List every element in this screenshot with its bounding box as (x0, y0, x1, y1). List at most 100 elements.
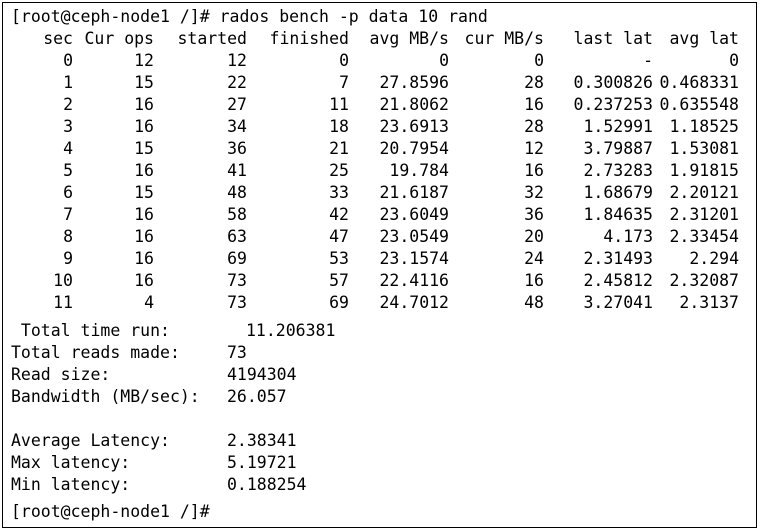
cell-cur-ops: 15 (134, 139, 154, 158)
cell-cur-mbs: 28 (524, 73, 544, 92)
summary-value: 73 (227, 343, 247, 362)
cell-avg-mbs: 19.784 (389, 161, 449, 180)
final-prompt: [root@ceph-node1 /]# (11, 502, 210, 521)
cell-avg-mbs: 0 (439, 51, 449, 70)
cell-started: 63 (227, 227, 247, 246)
header-started: started (177, 29, 247, 48)
cell-cur-mbs: 32 (524, 183, 544, 202)
cell-cur-ops: 16 (134, 95, 154, 114)
cell-finished: 57 (329, 271, 349, 290)
cell-cur-mbs: 28 (524, 117, 544, 136)
cell-avg-lat: 0.635548 (659, 95, 739, 114)
cell-started: 69 (227, 249, 247, 268)
cell-cur-mbs: 36 (524, 205, 544, 224)
cell-finished: 47 (329, 227, 349, 246)
cell-avg-mbs: 20.7954 (379, 139, 449, 158)
cell-avg-mbs: 21.6187 (379, 183, 449, 202)
cell-avg-lat: 2.32087 (669, 271, 739, 290)
cell-last-lat: 3.79887 (583, 139, 653, 158)
command-line: [root@ceph-node1 /]# rados bench -p data… (11, 7, 488, 26)
bench-table-header: sec Cur ops started finished avg MB/s cu… (3, 29, 756, 269)
header-cur-mbs: cur MB/s (464, 29, 544, 48)
summary-label: Min latency: (11, 475, 131, 494)
cell-last-lat: 2.31493 (583, 249, 653, 268)
cell-avg-lat: 0 (729, 51, 739, 70)
cell-avg-mbs: 21.8062 (379, 95, 449, 114)
cell-sec: 1 (63, 73, 73, 92)
cell-finished: 42 (329, 205, 349, 224)
cell-last-lat: 2.73283 (583, 161, 653, 180)
summary-label: Max latency: (11, 453, 131, 472)
cell-started: 73 (227, 271, 247, 290)
cell-finished: 18 (329, 117, 349, 136)
cell-avg-lat: 1.18525 (669, 117, 739, 136)
cell-last-lat: 2.45812 (583, 271, 653, 290)
cell-finished: 11 (329, 95, 349, 114)
summary-label: Read size: (11, 365, 111, 384)
cell-avg-lat: 1.91815 (669, 161, 739, 180)
cell-cur-ops: 12 (134, 51, 154, 70)
cell-started: 41 (227, 161, 247, 180)
header-last-lat: last lat (573, 29, 653, 48)
cell-cur-mbs: 16 (524, 95, 544, 114)
cell-sec: 6 (63, 183, 73, 202)
cell-started: 34 (227, 117, 247, 136)
cell-finished: 25 (329, 161, 349, 180)
cell-cur-mbs: 12 (524, 139, 544, 158)
cell-cur-ops: 4 (144, 293, 154, 312)
cell-avg-mbs: 23.1574 (379, 249, 449, 268)
cell-avg-lat: 2.33454 (669, 227, 739, 246)
cell-sec: 8 (63, 227, 73, 246)
cell-finished: 21 (329, 139, 349, 158)
cell-avg-mbs: 23.6049 (379, 205, 449, 224)
cell-cur-mbs: 24 (524, 249, 544, 268)
cell-cur-ops: 15 (134, 183, 154, 202)
cell-cur-mbs: 48 (524, 293, 544, 312)
cell-sec: 9 (63, 249, 73, 268)
cell-sec: 7 (63, 205, 73, 224)
cell-sec: 4 (63, 139, 73, 158)
summary-value: 11.206381 (246, 321, 336, 340)
cell-cur-ops: 16 (134, 271, 154, 290)
header-sec: sec (43, 29, 73, 48)
header-cur-ops: Cur ops (84, 29, 154, 48)
summary-value: 2.38341 (227, 431, 297, 450)
cell-avg-mbs: 23.6913 (379, 117, 449, 136)
cell-avg-mbs: 27.8596 (379, 73, 449, 92)
cell-sec: 0 (63, 51, 73, 70)
cell-cur-mbs: 16 (524, 271, 544, 290)
summary-label: Total reads made: (11, 343, 180, 362)
cell-last-lat: 1.52991 (583, 117, 653, 136)
cell-avg-lat: 1.53081 (669, 139, 739, 158)
cell-cur-ops: 16 (134, 161, 154, 180)
cell-avg-mbs: 22.4116 (379, 271, 449, 290)
cell-cur-mbs: 20 (524, 227, 544, 246)
cell-started: 73 (227, 293, 247, 312)
cell-cur-ops: 15 (134, 73, 154, 92)
cell-avg-lat: 2.31201 (669, 205, 739, 224)
cell-finished: 53 (329, 249, 349, 268)
cell-last-lat: 1.68679 (583, 183, 653, 202)
cell-started: 58 (227, 205, 247, 224)
header-avg-mbs: avg MB/s (369, 29, 449, 48)
cell-cur-ops: 16 (134, 205, 154, 224)
header-finished: finished (269, 29, 349, 48)
summary-label: Average Latency: (11, 431, 170, 450)
cell-sec: 11 (53, 293, 73, 312)
cell-last-lat: 1.84635 (583, 205, 653, 224)
header-avg-lat: avg lat (669, 29, 739, 48)
cell-finished: 33 (329, 183, 349, 202)
cell-avg-lat: 2.294 (689, 249, 739, 268)
cell-avg-lat: 2.20121 (669, 183, 739, 202)
cell-sec: 3 (63, 117, 73, 136)
cell-started: 36 (227, 139, 247, 158)
cell-avg-mbs: 24.7012 (379, 293, 449, 312)
cell-cur-ops: 16 (134, 249, 154, 268)
cell-cur-ops: 16 (134, 117, 154, 136)
summary-value: 5.19721 (227, 453, 297, 472)
cell-cur-mbs: 0 (534, 51, 544, 70)
summary-value: 4194304 (227, 365, 297, 384)
cell-last-lat: 0.300826 (573, 73, 653, 92)
cell-started: 27 (227, 95, 247, 114)
